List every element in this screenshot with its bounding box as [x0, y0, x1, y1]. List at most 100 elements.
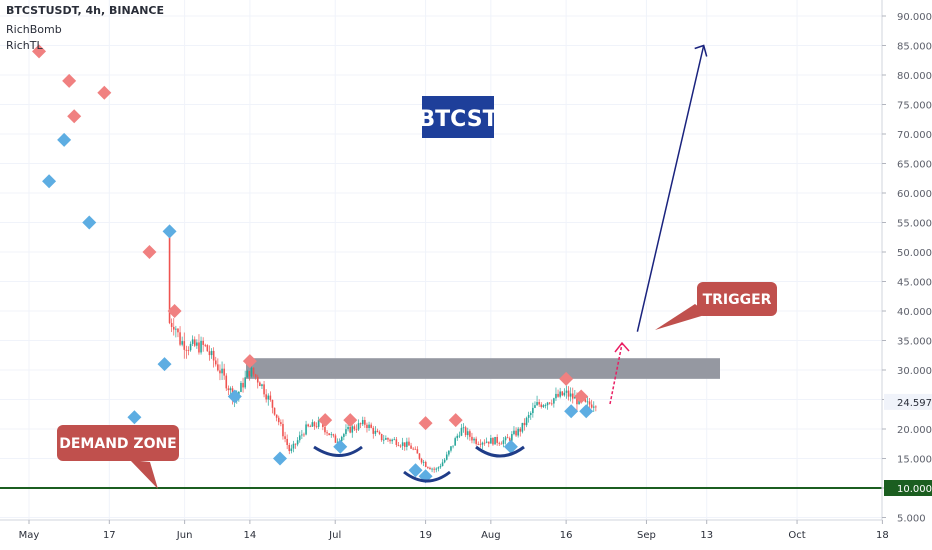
- candle-body: [340, 436, 343, 442]
- candle: [175, 325, 177, 338]
- candle-body: [584, 399, 587, 402]
- candle-body: [227, 388, 230, 391]
- time-tick-label: 17: [103, 530, 116, 541]
- candle-body: [548, 402, 551, 404]
- candle: [288, 442, 291, 455]
- candle: [416, 446, 419, 454]
- candle-body: [208, 351, 211, 356]
- buy-marker: [42, 174, 57, 189]
- buy-marker: [579, 404, 594, 419]
- candle: [256, 374, 259, 389]
- candle-body: [343, 434, 345, 437]
- candle-body: [311, 422, 314, 427]
- candle: [301, 430, 303, 440]
- candle-body: [315, 426, 318, 428]
- candle-body: [466, 431, 469, 436]
- time-axis-bg: [0, 520, 882, 550]
- candle: [469, 429, 471, 441]
- candle-body: [481, 442, 484, 445]
- candle-body: [368, 424, 370, 428]
- candle-body: [433, 468, 435, 470]
- candle: [500, 441, 503, 445]
- price-tick-label: 75.000: [897, 101, 932, 112]
- candle-body: [576, 396, 578, 405]
- candle-body: [259, 382, 261, 387]
- candle: [588, 397, 591, 409]
- candle: [313, 421, 316, 430]
- candle-body: [246, 371, 249, 378]
- indicator-richbomb[interactable]: RichBomb: [6, 23, 62, 36]
- trigger-arrow-head: [614, 341, 630, 353]
- candle-body: [240, 382, 242, 392]
- candle-body: [376, 430, 379, 433]
- candle: [494, 436, 496, 445]
- candle-body: [214, 360, 217, 365]
- candle: [456, 433, 459, 441]
- demand-callout-pointer: [130, 460, 158, 489]
- candle-body: [189, 343, 192, 351]
- price-tick-label: 50.000: [897, 248, 932, 259]
- indicator-richtl[interactable]: RichTL: [6, 39, 43, 52]
- candle: [298, 431, 301, 443]
- candle-body: [193, 339, 196, 346]
- candle-body: [595, 406, 597, 408]
- candle-body: [288, 445, 291, 452]
- candle-body: [435, 468, 438, 470]
- candle-body: [401, 442, 404, 446]
- candle: [330, 431, 333, 438]
- sell-marker: [318, 413, 333, 428]
- candle: [378, 430, 381, 436]
- candle-body: [284, 436, 286, 439]
- time-axis[interactable]: May 17 Jun 14 Jul 19 Aug 16 Sep 13 Oct 18: [0, 519, 889, 550]
- price-tick-label: 45.000: [897, 278, 932, 289]
- candle: [454, 436, 456, 446]
- candle-body: [217, 364, 219, 371]
- candle-body: [473, 438, 475, 441]
- candle: [534, 401, 536, 409]
- candle-body: [492, 437, 494, 445]
- candle-body: [496, 436, 498, 443]
- candle: [181, 336, 183, 347]
- candle-body: [406, 441, 408, 447]
- price-axis[interactable]: 90.000 85.000 80.000 75.000 70.000 65.000 60.0…: [881, 0, 932, 550]
- candle: [561, 391, 564, 397]
- candle-body: [571, 393, 574, 399]
- signal-markers: [32, 44, 594, 484]
- candle-body: [485, 441, 488, 443]
- candle-body: [223, 368, 225, 376]
- candle: [189, 341, 192, 352]
- candle: [525, 416, 528, 428]
- candle-body: [458, 435, 461, 437]
- candle: [343, 432, 345, 441]
- trigger-arrow-shaft: [609, 343, 623, 405]
- candle: [532, 402, 534, 418]
- candle-body: [324, 426, 326, 433]
- candle-body: [387, 438, 389, 440]
- candle-body: [550, 403, 553, 405]
- demand-level-badge: [884, 480, 932, 496]
- candle: [361, 416, 364, 427]
- sell-marker: [97, 85, 112, 100]
- candle-body: [494, 436, 496, 445]
- candle-body: [511, 434, 513, 441]
- candle: [517, 426, 519, 438]
- trigger-callout-box: [697, 282, 777, 316]
- candle-body: [504, 437, 507, 441]
- buy-marker: [157, 357, 172, 372]
- candle-body: [490, 437, 492, 444]
- time-tick-label: 18: [876, 530, 889, 541]
- sell-marker: [67, 109, 82, 124]
- candle-body: [219, 370, 221, 374]
- candle: [315, 422, 318, 429]
- candle-body: [334, 435, 337, 443]
- candle: [328, 433, 330, 436]
- candle: [443, 458, 446, 464]
- candle-body: [590, 404, 593, 408]
- candle: [311, 419, 314, 427]
- candle-body: [546, 402, 549, 406]
- candle-body: [445, 454, 448, 460]
- candle: [376, 428, 379, 433]
- candle-body: [349, 427, 351, 433]
- candle-body: [385, 438, 387, 440]
